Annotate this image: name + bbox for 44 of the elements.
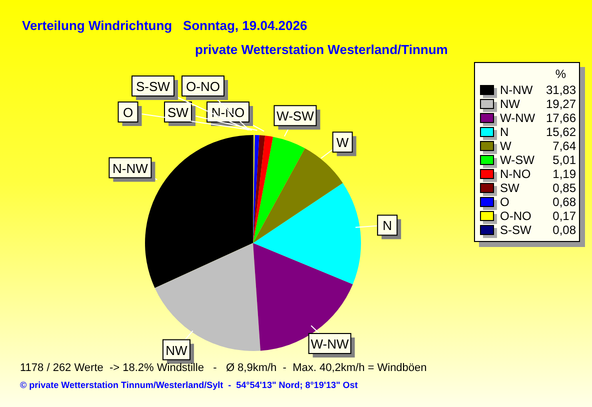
legend-label: N-NO bbox=[500, 167, 532, 181]
pie-slice bbox=[253, 136, 274, 243]
legend-label: N-NW bbox=[500, 83, 534, 97]
category-label: O-NO bbox=[186, 79, 220, 94]
text: © private Wetterstation Tinnum/Westerland/Sylt - 54°54'13" Nord; 8°19'13" Ost bbox=[20, 380, 358, 390]
legend-label: O bbox=[500, 195, 510, 209]
pie-slice bbox=[253, 182, 361, 284]
legend-title: % bbox=[554, 67, 567, 83]
slice-label: O bbox=[122, 105, 134, 120]
slice-label: SW bbox=[168, 105, 190, 120]
slice-label: W-SW bbox=[276, 108, 315, 124]
category-label: S-SW bbox=[136, 79, 170, 94]
data-label: 0,08 bbox=[552, 223, 576, 237]
data-label: 1,19 bbox=[552, 167, 576, 181]
legend-label: S-SW bbox=[500, 223, 532, 237]
data-label: 0,85 bbox=[552, 181, 576, 195]
legend-label: W bbox=[500, 139, 512, 153]
chart-title: Verteilung Windrichtung Sonntag, 19.04.2026 bbox=[22, 18, 308, 33]
slice-label: N-NO bbox=[211, 105, 245, 120]
slice-label: N bbox=[382, 218, 392, 234]
slice-label: W-NW bbox=[310, 336, 350, 352]
legend-label: O-NO bbox=[500, 209, 532, 223]
slice-label: W bbox=[336, 135, 350, 150]
legend-label: SW bbox=[500, 181, 520, 195]
data-label: 15,62 bbox=[546, 125, 576, 139]
slice-label: NW bbox=[166, 342, 188, 358]
text: 1178 / 262 Werte -> 18.2% Windstille - Ø 8,9km/h - Max. 40,2km/h = Windböen bbox=[20, 362, 427, 374]
data-label: 0,17 bbox=[552, 209, 576, 223]
pie-slice bbox=[253, 135, 266, 243]
pie-slice bbox=[253, 136, 305, 243]
pie-slice bbox=[253, 243, 353, 351]
legend-label: N bbox=[500, 125, 510, 139]
pie-slice bbox=[253, 148, 343, 243]
data-label: 7,64 bbox=[552, 139, 576, 153]
legend-label: W-NW bbox=[500, 111, 536, 125]
data-label: 5,01 bbox=[552, 153, 576, 167]
chart-subtitle: private Wetterstation Westerland/Tinnum bbox=[195, 42, 448, 57]
data-label: 0,68 bbox=[552, 195, 576, 209]
data-label: 31,83 bbox=[546, 83, 576, 97]
data-label: 19,27 bbox=[546, 97, 576, 111]
legend-label: NW bbox=[500, 97, 521, 111]
legend-label: W-SW bbox=[500, 153, 536, 167]
slice-label: N-NW bbox=[112, 160, 149, 176]
data-label: 17,66 bbox=[546, 111, 576, 125]
